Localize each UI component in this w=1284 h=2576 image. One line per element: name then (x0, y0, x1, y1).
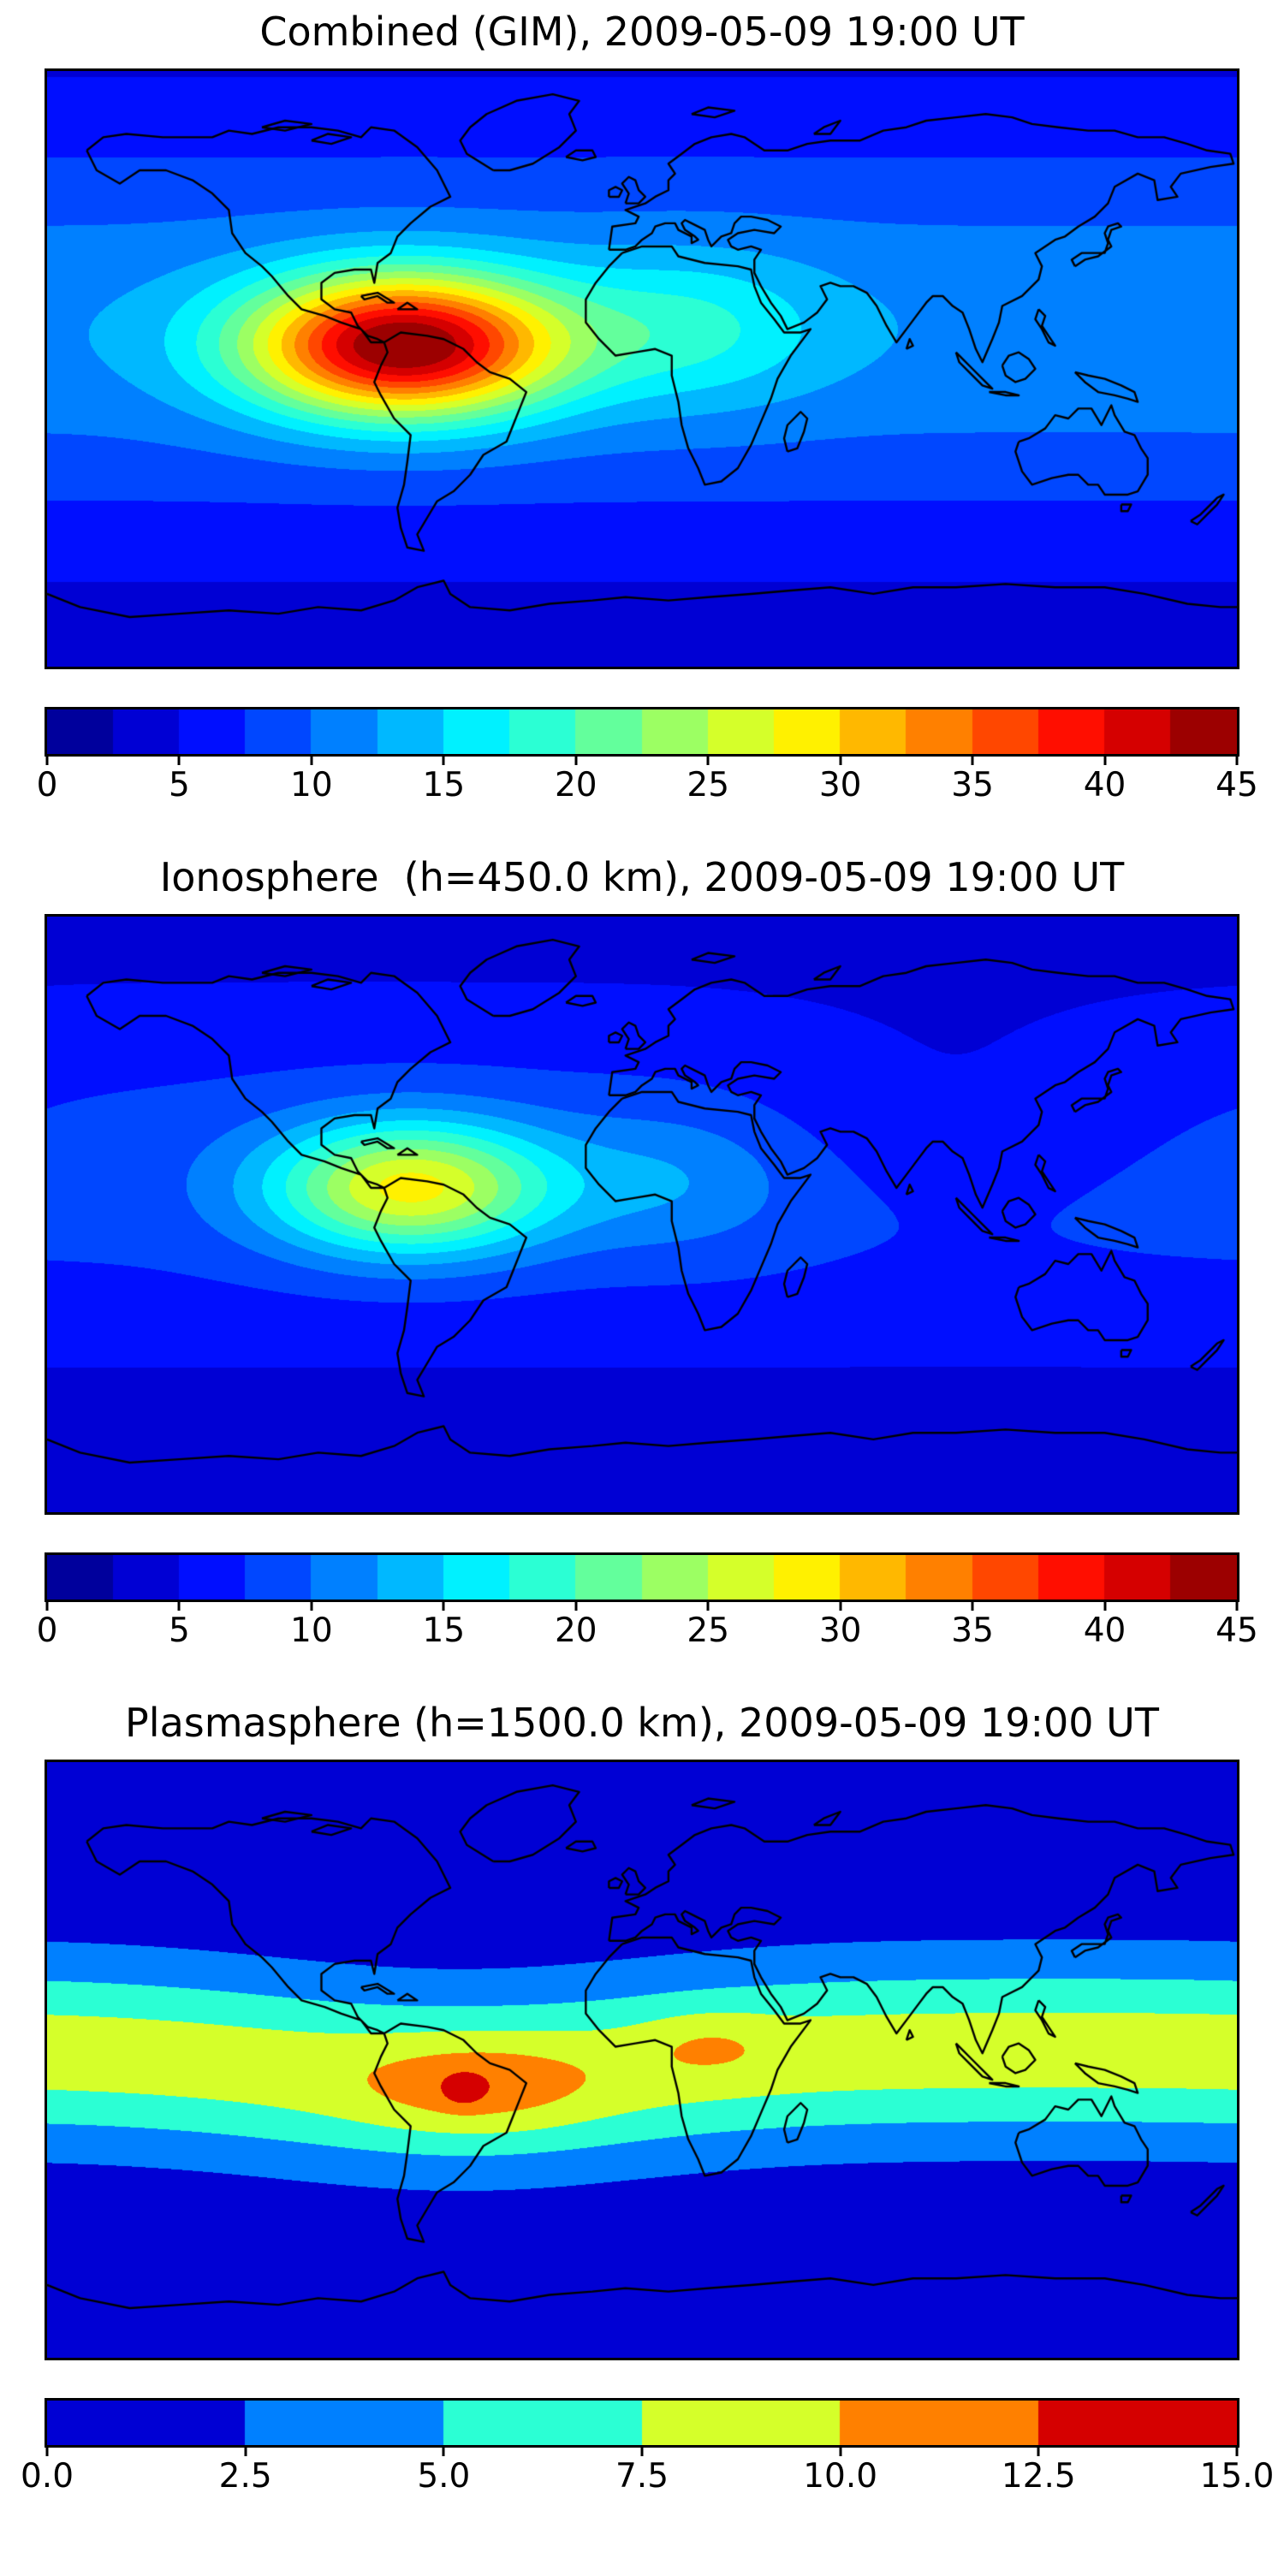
colorbar-tick-mark (442, 1602, 445, 1611)
world-map-canvas-plasmasphere (47, 1762, 1237, 2358)
colorbar-tick-mark (839, 757, 842, 765)
colorbar-tick-label: 30 (818, 1611, 862, 1650)
colorbar-tick-mark (839, 2448, 842, 2456)
colorbar-tick-mark (971, 757, 974, 765)
panel-title-plasmasphere: Plasmasphere (h=1500.0 km), 2009-05-09 1… (125, 1700, 1159, 1746)
tec-maps-figure: Combined (GIM), 2009-05-09 19:00 UT 0 5 10… (0, 9, 1284, 2576)
colorbar-tick-label: 40 (1083, 766, 1126, 804)
colorbar-tick-mark (177, 757, 181, 765)
map-frame-ionosphere (45, 914, 1239, 1515)
colorbar-tick-mark (971, 1602, 974, 1611)
colorbar-ticks-combined: 0 5 10 15 20 25 30 35 40 45 (37, 757, 1258, 806)
colorbar-tick-label: 15.0 (1199, 2457, 1275, 2496)
world-map-canvas-ionosphere (47, 917, 1237, 1512)
colorbar-tick-label: 0.0 (20, 2457, 74, 2496)
colorbar-tick-mark (45, 1602, 49, 1611)
panel-combined-gim: Combined (GIM), 2009-05-09 19:00 UT 0 5 10… (37, 9, 1258, 806)
colorbar-tick-label: 10.0 (803, 2457, 878, 2496)
colorbar-tick-mark (177, 1602, 181, 1611)
colorbar-canvas-combined (47, 709, 1237, 754)
panel-title-ionosphere: Ionosphere (h=450.0 km), 2009-05-09 19:0… (159, 854, 1125, 900)
colorbar-tick-label: 10 (290, 766, 333, 804)
colorbar-frame-ionosphere (45, 1552, 1239, 1602)
colorbar-tick-mark (442, 757, 445, 765)
panel-ionosphere: Ionosphere (h=450.0 km), 2009-05-09 19:0… (37, 854, 1258, 1652)
colorbar-tick-mark (310, 757, 313, 765)
colorbar-tick-label: 35 (951, 1611, 994, 1650)
colorbar-tick-label: 45 (1216, 1611, 1258, 1650)
colorbar-tick-label: 15 (422, 766, 466, 804)
panel-title-combined: Combined (GIM), 2009-05-09 19:00 UT (259, 9, 1025, 55)
colorbar-tick-mark (45, 757, 49, 765)
colorbar-tick-label: 25 (687, 1611, 730, 1650)
colorbar-canvas-ionosphere (47, 1555, 1237, 1600)
colorbar-tick-label: 20 (554, 766, 597, 804)
colorbar-tick-mark (839, 1602, 842, 1611)
colorbar-tick-label: 0 (36, 1611, 58, 1650)
colorbar-tick-label: 30 (818, 766, 862, 804)
colorbar-tick-label: 5 (169, 1611, 190, 1650)
colorbar-tick-mark (1235, 2448, 1239, 2456)
colorbar-tick-label: 2.5 (218, 2457, 272, 2496)
colorbar-frame-combined (45, 707, 1239, 757)
colorbar-tick-label: 45 (1216, 766, 1258, 804)
colorbar-tick-label: 15 (422, 1611, 466, 1650)
colorbar-tick-mark (574, 757, 578, 765)
colorbar-tick-mark (1037, 2448, 1040, 2456)
colorbar-tick-label: 35 (951, 766, 994, 804)
colorbar-tick-label: 20 (554, 1611, 597, 1650)
colorbar-tick-mark (442, 2448, 445, 2456)
panel-plasmasphere: Plasmasphere (h=1500.0 km), 2009-05-09 1… (21, 1700, 1274, 2497)
colorbar-tick-mark (706, 757, 710, 765)
colorbar-tick-mark (1103, 1602, 1107, 1611)
colorbar-ticks-plasmasphere: 0.0 2.5 5.0 7.5 10.0 12.5 15.0 (21, 2448, 1274, 2497)
map-frame-plasmasphere (45, 1760, 1239, 2360)
colorbar-tick-label: 5.0 (417, 2457, 471, 2496)
colorbar-tick-mark (244, 2448, 247, 2456)
colorbar-tick-label: 12.5 (1001, 2457, 1076, 2496)
colorbar-canvas-plasmasphere (47, 2401, 1237, 2445)
map-frame-combined (45, 68, 1239, 669)
colorbar-tick-label: 5 (169, 766, 190, 804)
colorbar-tick-mark (1103, 757, 1107, 765)
colorbar-tick-label: 10 (290, 1611, 333, 1650)
colorbar-tick-label: 25 (687, 766, 730, 804)
colorbar-tick-label: 7.5 (615, 2457, 669, 2496)
colorbar-tick-mark (706, 1602, 710, 1611)
colorbar-tick-mark (574, 1602, 578, 1611)
colorbar-tick-mark (640, 2448, 644, 2456)
colorbar-tick-mark (310, 1602, 313, 1611)
colorbar-frame-plasmasphere (45, 2398, 1239, 2448)
colorbar-tick-label: 40 (1083, 1611, 1126, 1650)
colorbar-tick-mark (45, 2448, 49, 2456)
world-map-canvas-combined (47, 71, 1237, 667)
colorbar-tick-mark (1235, 757, 1239, 765)
colorbar-ticks-ionosphere: 0 5 10 15 20 25 30 35 40 45 (37, 1602, 1258, 1652)
colorbar-tick-label: 0 (36, 766, 58, 804)
colorbar-tick-mark (1235, 1602, 1239, 1611)
